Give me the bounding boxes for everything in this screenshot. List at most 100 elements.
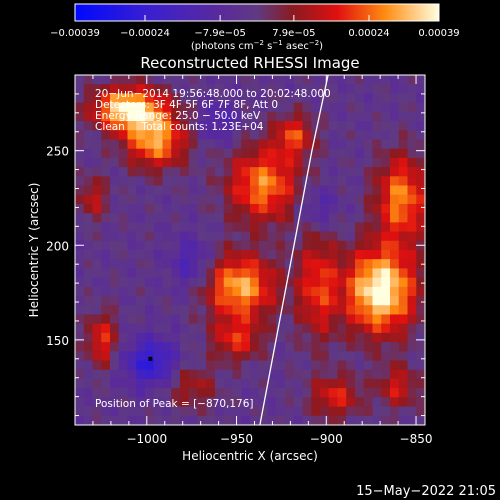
heatmap-pixel bbox=[320, 130, 330, 141]
heatmap-pixel bbox=[75, 378, 85, 389]
heatmap-pixel bbox=[381, 378, 391, 389]
heatmap-pixel bbox=[337, 167, 347, 177]
heatmap-pixel bbox=[328, 360, 339, 371]
heatmap-pixel bbox=[337, 332, 347, 343]
heatmap-pixel bbox=[285, 167, 295, 177]
heatmap-pixel bbox=[311, 222, 321, 233]
heatmap-pixel bbox=[118, 415, 129, 425]
heatmap-pixel bbox=[171, 351, 181, 362]
heatmap-pixel bbox=[285, 332, 295, 343]
heatmap-pixel bbox=[250, 75, 260, 85]
heatmap-pixel bbox=[250, 84, 260, 95]
heatmap-pixel bbox=[302, 102, 312, 113]
heatmap-pixel bbox=[320, 102, 330, 113]
heatmap-pixel bbox=[258, 314, 269, 325]
heatmap-pixel bbox=[381, 351, 391, 362]
heatmap-pixel bbox=[276, 250, 286, 260]
heatmap-pixel bbox=[363, 102, 374, 113]
heatmap-pixel bbox=[390, 111, 400, 122]
heatmap-pixel bbox=[232, 185, 242, 196]
heatmap-pixel bbox=[127, 222, 137, 233]
heatmap-pixel bbox=[127, 268, 137, 279]
heatmap-pixel bbox=[416, 139, 425, 150]
heatmap-pixel bbox=[232, 378, 242, 389]
heatmap-pixel bbox=[197, 415, 207, 425]
heatmap-pixel bbox=[337, 130, 347, 141]
heatmap-pixel bbox=[83, 296, 94, 306]
heatmap-pixel bbox=[136, 314, 146, 325]
heatmap-pixel bbox=[355, 203, 365, 214]
heatmap-pixel bbox=[363, 167, 374, 177]
heatmap-pixel bbox=[188, 296, 199, 306]
heatmap-pixel bbox=[258, 176, 269, 187]
heatmap-pixel bbox=[250, 157, 260, 168]
heatmap-pixel bbox=[162, 351, 172, 362]
heatmap-pixel bbox=[206, 130, 216, 141]
heatmap-pixel bbox=[241, 75, 251, 85]
heatmap-pixel bbox=[75, 121, 85, 131]
heatmap-pixel bbox=[407, 250, 417, 260]
heatmap-pixel bbox=[197, 139, 207, 150]
info-line-1: 20−Jun−2014 19:56:48.000 to 20:02:48.000 bbox=[95, 88, 331, 100]
heatmap-pixel bbox=[127, 167, 137, 177]
heatmap-pixel bbox=[328, 84, 339, 95]
heatmap-pixel bbox=[171, 148, 181, 159]
heatmap-pixel bbox=[328, 406, 339, 417]
heatmap-pixel bbox=[320, 360, 330, 371]
heatmap-pixel bbox=[110, 130, 120, 141]
heatmap-pixel bbox=[276, 203, 286, 214]
heatmap-pixel bbox=[355, 148, 365, 159]
heatmap-pixel bbox=[145, 360, 155, 371]
heatmap-pixel bbox=[398, 157, 409, 168]
heatmap-pixel bbox=[372, 378, 382, 389]
heatmap-pixel bbox=[197, 157, 207, 168]
heatmap-pixel bbox=[381, 397, 391, 408]
heatmap-pixel bbox=[188, 213, 199, 223]
heatmap-pixel bbox=[293, 167, 304, 177]
heatmap-pixel bbox=[407, 351, 417, 362]
heatmap-pixel bbox=[215, 296, 225, 306]
heatmap-pixel bbox=[136, 148, 146, 159]
heatmap-pixel bbox=[188, 305, 199, 316]
heatmap-pixel bbox=[241, 305, 251, 316]
heatmap-pixel bbox=[171, 102, 181, 113]
heatmap-pixel bbox=[302, 185, 312, 196]
heatmap-pixel bbox=[302, 415, 312, 425]
heatmap-pixel bbox=[328, 369, 339, 380]
heatmap-pixel bbox=[302, 84, 312, 95]
heatmap-pixel bbox=[320, 342, 330, 352]
heatmap-pixel bbox=[381, 342, 391, 352]
heatmap-pixel bbox=[390, 286, 400, 297]
heatmap-pixel bbox=[206, 397, 216, 408]
heatmap-pixel bbox=[276, 369, 286, 380]
heatmap-pixel bbox=[223, 203, 234, 214]
heatmap-pixel bbox=[390, 406, 400, 417]
heatmap-pixel bbox=[285, 203, 295, 214]
heatmap-pixel bbox=[363, 342, 374, 352]
heatmap-pixel bbox=[267, 397, 277, 408]
heatmap-pixel bbox=[118, 388, 129, 398]
heatmap-pixel bbox=[171, 111, 181, 122]
heatmap-pixel bbox=[407, 185, 417, 196]
heatmap-pixel bbox=[337, 277, 347, 288]
heatmap-pixel bbox=[197, 111, 207, 122]
heatmap-pixel bbox=[232, 415, 242, 425]
heatmap-pixel bbox=[180, 176, 190, 187]
heatmap-pixel bbox=[136, 296, 146, 306]
heatmap-pixel bbox=[267, 323, 277, 334]
heatmap-pixel bbox=[346, 296, 356, 306]
heatmap-pixel bbox=[171, 259, 181, 270]
heatmap-pixel bbox=[83, 185, 94, 196]
heatmap-pixel bbox=[171, 240, 181, 251]
heatmap-pixel bbox=[416, 176, 425, 187]
heatmap-pixel bbox=[241, 111, 251, 122]
heatmap-pixel bbox=[293, 268, 304, 279]
heatmap-pixel bbox=[372, 139, 382, 150]
heatmap-pixel bbox=[372, 369, 382, 380]
heatmap-pixel bbox=[75, 305, 85, 316]
heatmap-pixel bbox=[101, 176, 111, 187]
solar-limb-curve bbox=[259, 75, 329, 425]
heatmap-pixel bbox=[171, 314, 181, 325]
heatmap-pixel bbox=[197, 213, 207, 223]
heatmap-pixel bbox=[276, 111, 286, 122]
